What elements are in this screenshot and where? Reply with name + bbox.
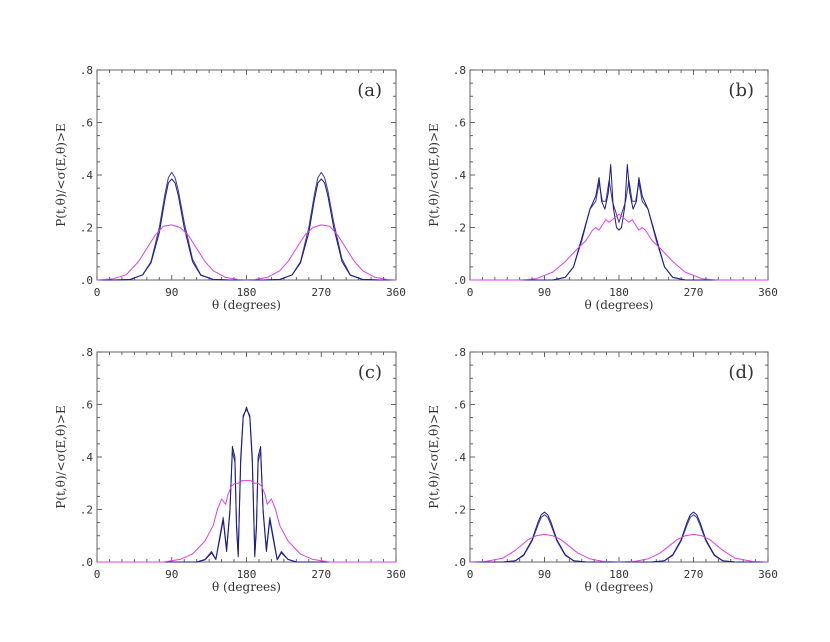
series-line-3 [97,480,396,563]
series-line-2 [97,178,396,281]
x-tick-label: 270 [684,568,704,581]
series-line-1 [97,171,396,281]
y-axis-title: P(t,θ)/<σ(E,θ)>E [427,123,441,227]
y-axis-title: P(t,θ)/<σ(E,θ)>E [54,123,68,227]
x-axis-title: θ (degrees) [212,580,281,594]
y-tick-label: .2 [80,222,93,235]
y-tick-label: .2 [453,504,466,517]
x-tick-label: 360 [386,568,406,581]
series-line-1 [470,514,768,563]
y-axis-title: P(t,θ)/<σ(E,θ)>E [427,405,441,509]
panel-label: (b) [728,80,754,101]
x-tick-label: 0 [94,286,101,299]
y-tick-label: .6 [80,399,93,412]
series-line-2 [97,406,396,563]
y-tick-label: .6 [453,117,466,130]
x-tick-label: 270 [311,286,331,299]
x-tick-label: 180 [237,286,257,299]
plot-frame [96,351,397,563]
y-tick-label: .2 [453,222,466,235]
plot-frame [469,351,769,563]
y-tick-label: .2 [80,504,93,517]
y-tick-label: .8 [453,64,466,77]
x-tick-label: 180 [609,286,629,299]
y-tick-label: .0 [453,274,466,287]
x-tick-label: 180 [609,568,629,581]
chart-panel-4: 0 90 180 270 360 .0 .2 .4 .6 .8 θ (degrees) P(t,θ)/… [427,346,778,594]
x-axis-title: θ (degrees) [585,580,654,594]
x-tick-label: 270 [311,568,331,581]
x-axis-title: θ (degrees) [212,298,281,312]
x-tick-label: 0 [467,286,474,299]
x-tick-label: 180 [237,568,257,581]
x-tick-label: 90 [538,568,551,581]
series-line-2 [470,164,768,281]
series-line-1 [97,409,396,563]
x-tick-label: 270 [684,286,704,299]
y-tick-label: .8 [80,64,93,77]
x-tick-label: 360 [758,568,778,581]
y-tick-label: .0 [453,556,466,569]
x-tick-label: 90 [165,286,178,299]
y-tick-label: .4 [453,169,467,182]
y-tick-label: .4 [453,451,467,464]
series-line-3 [469,533,769,563]
y-tick-label: .0 [80,556,93,569]
x-tick-label: 0 [467,568,474,581]
y-tick-label: .0 [80,274,93,287]
x-tick-label: 0 [94,568,101,581]
y-tick-label: .4 [80,451,94,464]
panel-label: (d) [728,362,754,383]
panel-label: (c) [358,362,382,383]
y-tick-label: .6 [453,399,466,412]
chart-panel-2: 0 90 180 270 360 .0 .2 .4 .6 .8 θ (degrees) P(t,θ)/… [427,64,778,312]
plot-frame [96,69,397,281]
series-line-2 [470,511,768,563]
y-tick-label: .8 [80,346,93,359]
plot-frame [469,69,769,281]
x-tick-label: 360 [758,286,778,299]
y-tick-label: .4 [80,169,94,182]
y-tick-label: .6 [80,117,93,130]
x-tick-label: 360 [386,286,406,299]
y-tick-label: .8 [453,346,466,359]
series-line-3 [96,224,397,281]
chart-panel-1: 0 90 180 270 360 .0 .2 .4 .6 .8 θ (degrees) P(t,θ)/… [54,64,406,312]
x-tick-label: 90 [165,568,178,581]
panel-label: (a) [357,80,382,101]
y-axis-title: P(t,θ)/<σ(E,θ)>E [54,405,68,509]
chart-panel-3: 0 90 180 270 360 .0 .2 .4 .6 .8 θ (degrees) P(t,θ)/… [54,346,406,594]
x-tick-label: 90 [538,286,551,299]
series-line-3 [470,213,768,281]
x-axis-title: θ (degrees) [585,298,654,312]
